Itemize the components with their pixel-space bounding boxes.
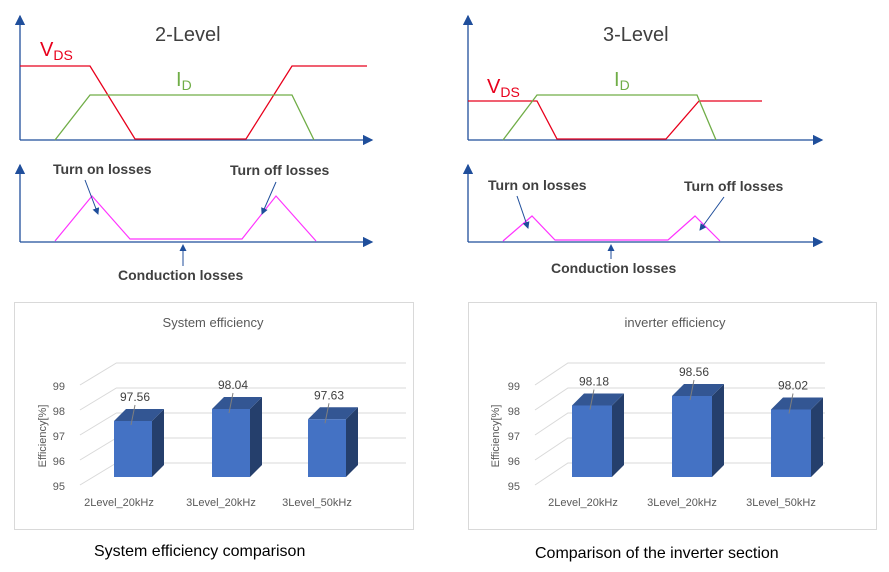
waveform-3level: 3-Level VDS ID Turn on losses Turn off l… [462,14,824,276]
chart-panel-inverter [468,302,877,530]
turn-on-label: Turn on losses [488,177,587,193]
conduction-label: Conduction losses [551,260,676,276]
id-label: ID [176,69,192,93]
id-label: ID [614,69,630,93]
chart-panel-system [14,302,414,530]
chart-caption: Comparison of the inverter section [535,545,779,562]
turn-on-arrow [516,195,530,229]
turn-on-label: Turn on losses [53,161,152,177]
id-waveform [502,94,717,141]
conduction-label: Conduction losses [118,267,243,283]
loss-waveform [54,195,317,242]
turn-on-arrow [84,179,100,215]
chart-caption: System efficiency comparison [94,543,306,560]
vds-label: VDS [40,39,73,63]
waveform-2level: 2-Level VDS ID Turn on losses Turn off l… [14,14,374,283]
turn-off-label: Turn off losses [684,178,784,194]
loss-waveform [502,215,721,242]
turn-off-arrow [699,196,725,231]
vds-waveform [20,65,367,140]
vds-waveform [468,100,762,140]
vds-label: VDS [487,76,520,100]
turn-off-arrow [261,181,277,215]
waveform-diagrams: 2-Level VDS ID Turn on losses Turn off l… [14,14,824,283]
waveform-title: 2-Level [155,24,221,46]
id-waveform [54,94,315,141]
waveform-title: 3-Level [603,24,669,46]
turn-off-label: Turn off losses [230,162,330,178]
